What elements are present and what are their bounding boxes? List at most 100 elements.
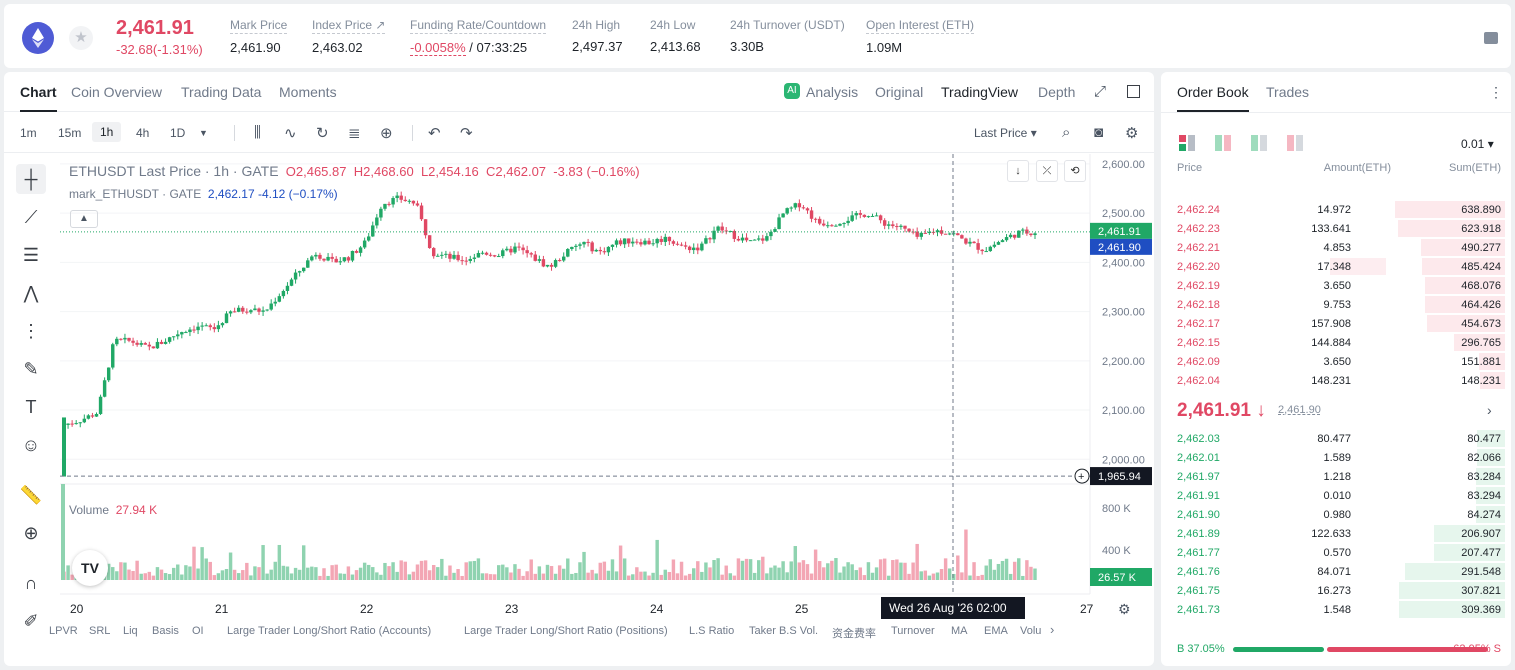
reset-icon[interactable]: ⟲: [1064, 160, 1086, 182]
volume-bar: [952, 573, 956, 580]
indicator-item[interactable]: SRL: [89, 625, 111, 637]
emoji-icon[interactable]: ☺: [21, 435, 41, 455]
search-icon[interactable]: ⌕: [1062, 124, 1071, 141]
ask-row[interactable]: 2,462.04 148.231 148.231: [1161, 371, 1511, 390]
ask-row[interactable]: 2,462.19 3.650 468.076: [1161, 276, 1511, 295]
tradingview-logo[interactable]: TV: [72, 550, 108, 586]
zoom-in-icon[interactable]: ⊕: [23, 523, 39, 543]
expand-icon[interactable]: ⤢: [1094, 83, 1107, 100]
horizontal-lines-icon[interactable]: ☰: [22, 245, 40, 265]
candle-body: [366, 236, 371, 241]
tab-moments[interactable]: Moments: [279, 84, 337, 100]
scroll-down-icon[interactable]: ↓: [1007, 160, 1029, 182]
gear-icon[interactable]: ⚙: [1125, 125, 1139, 142]
ask-row[interactable]: 2,462.15 144.884 296.765: [1161, 333, 1511, 352]
last-price-select[interactable]: Last Price ▾: [974, 126, 1037, 140]
crosshair-icon[interactable]: ┼: [16, 164, 46, 194]
collapse-legend-button[interactable]: ▲: [70, 210, 98, 228]
chevron-right-icon[interactable]: ›: [1050, 622, 1055, 637]
bid-row[interactable]: 2,461.90 0.980 84.274: [1161, 505, 1511, 524]
templates-icon[interactable]: ≣: [348, 125, 361, 142]
timeframe-4h[interactable]: 4h: [136, 126, 150, 140]
view-analysis[interactable]: Analysis: [806, 84, 859, 100]
timeframe-1h[interactable]: 1h: [92, 122, 122, 142]
ask-row[interactable]: 2,462.09 3.650 151.881: [1161, 352, 1511, 371]
candle-body: [915, 231, 919, 237]
ohlc-change: -3.83 (−0.16%): [553, 164, 640, 179]
indicator-item[interactable]: Basis: [152, 625, 179, 637]
indicator-item[interactable]: OI: [192, 625, 204, 637]
both-sides-icon[interactable]: [1179, 135, 1195, 151]
timeframe-15m[interactable]: 15m: [58, 126, 82, 140]
stat-index-price[interactable]: Index Price ↗ 2,463.02: [312, 18, 386, 55]
candle-type-icon[interactable]: ⫼: [254, 124, 261, 141]
tab-trading-data[interactable]: Trading Data: [181, 84, 262, 100]
replay-icon[interactable]: ↻: [316, 125, 329, 142]
fib-icon[interactable]: ⋮: [22, 321, 40, 341]
ask-row[interactable]: 2,462.21 4.853 490.277: [1161, 238, 1511, 257]
pencil-lock-icon[interactable]: ✐: [23, 611, 39, 631]
ask-row[interactable]: 2,462.24 14.972 638.890: [1161, 200, 1511, 219]
volume-bar: [769, 567, 773, 580]
ask-row[interactable]: 2,462.18 9.753 464.426: [1161, 295, 1511, 314]
camera-icon[interactable]: ◙: [1094, 124, 1104, 141]
fullscreen-icon[interactable]: [1127, 85, 1140, 98]
magnet-icon[interactable]: ∩: [24, 573, 38, 593]
tab-order-book[interactable]: Order Book: [1177, 84, 1249, 112]
chevron-right-icon[interactable]: ›: [1487, 402, 1492, 418]
indicator-item[interactable]: LPVR: [49, 625, 78, 637]
bid-row[interactable]: 2,462.01 1.589 82.066: [1161, 448, 1511, 467]
undo-icon[interactable]: ↶: [428, 125, 441, 142]
view-depth[interactable]: Depth: [1038, 84, 1076, 100]
text-icon[interactable]: T: [25, 397, 37, 417]
timeframe-1d[interactable]: 1D: [170, 126, 186, 140]
more-icon[interactable]: ⋮: [1489, 84, 1503, 100]
ruler-icon[interactable]: 📏: [19, 485, 43, 505]
collapse-icon[interactable]: ⤫: [1036, 160, 1058, 182]
timeframe-1m[interactable]: 1m: [20, 126, 37, 140]
bid-row[interactable]: 2,461.97 1.218 83.284: [1161, 467, 1511, 486]
ask-row[interactable]: 2,462.17 157.908 454.673: [1161, 314, 1511, 333]
view-tradingview[interactable]: TradingView: [941, 84, 1019, 100]
pattern-icon[interactable]: ⋀: [23, 283, 39, 303]
candlestick-chart[interactable]: 2,600.00 2,500.00 2,400.00 2,300.00 2,200.00…: [60, 154, 1154, 624]
bid-row[interactable]: 2,461.77 0.570 207.477: [1161, 543, 1511, 562]
add-indicator-icon[interactable]: ⊕: [380, 125, 393, 142]
indicator-item[interactable]: L.S Ratio: [689, 625, 735, 637]
ask-row[interactable]: 2,462.20 17.348 485.424: [1161, 257, 1511, 276]
indicator-item[interactable]: Large Trader Long/Short Ratio (Positions…: [464, 625, 668, 637]
timeframe-dropdown-icon[interactable]: ▼: [199, 128, 208, 138]
indicator-item[interactable]: Volu: [1020, 625, 1042, 637]
bid-row[interactable]: 2,461.76 84.071 291.548: [1161, 562, 1511, 581]
indicator-item[interactable]: Liq: [123, 625, 138, 637]
indicator-item[interactable]: MA: [951, 625, 968, 637]
bid-row[interactable]: 2,461.73 1.548 309.369: [1161, 600, 1511, 619]
volume-bar: [1004, 558, 1009, 580]
asks-side-icon[interactable]: [1251, 135, 1267, 151]
volume-bar: [188, 566, 192, 580]
favorite-star-icon[interactable]: ★: [69, 26, 93, 50]
ask-row[interactable]: 2,462.23 133.641 623.918: [1161, 219, 1511, 238]
indicator-item[interactable]: EMA: [984, 625, 1008, 637]
brush-icon[interactable]: ✎: [23, 359, 39, 379]
indicator-item[interactable]: Taker B.S Vol.: [749, 625, 819, 637]
bids-side-icon[interactable]: [1215, 135, 1231, 151]
tab-trades[interactable]: Trades: [1266, 84, 1310, 100]
tab-chart[interactable]: Chart: [20, 84, 57, 112]
indicator-item[interactable]: 资金费率: [832, 628, 876, 640]
view-original[interactable]: Original: [875, 84, 924, 100]
depth-bar: [1399, 601, 1505, 618]
indicator-item[interactable]: Turnover: [891, 625, 935, 637]
sell-side-icon[interactable]: [1287, 135, 1303, 151]
redo-icon[interactable]: ↷: [460, 125, 473, 142]
bid-row[interactable]: 2,461.75 16.273 307.821: [1161, 581, 1511, 600]
bid-row[interactable]: 2,461.91 0.010 83.294: [1161, 486, 1511, 505]
bid-row[interactable]: 2,462.03 80.477 80.477: [1161, 429, 1511, 448]
price-step-select[interactable]: 0.01 ▾: [1461, 137, 1494, 151]
book-icon[interactable]: [1484, 32, 1498, 44]
tab-coin-overview[interactable]: Coin Overview: [71, 84, 163, 100]
trendline-icon[interactable]: ⟋: [24, 207, 38, 227]
indicator-item[interactable]: Large Trader Long/Short Ratio (Accounts): [227, 625, 432, 637]
indicators-icon[interactable]: ∿: [284, 125, 297, 142]
bid-row[interactable]: 2,461.89 122.633 206.907: [1161, 524, 1511, 543]
